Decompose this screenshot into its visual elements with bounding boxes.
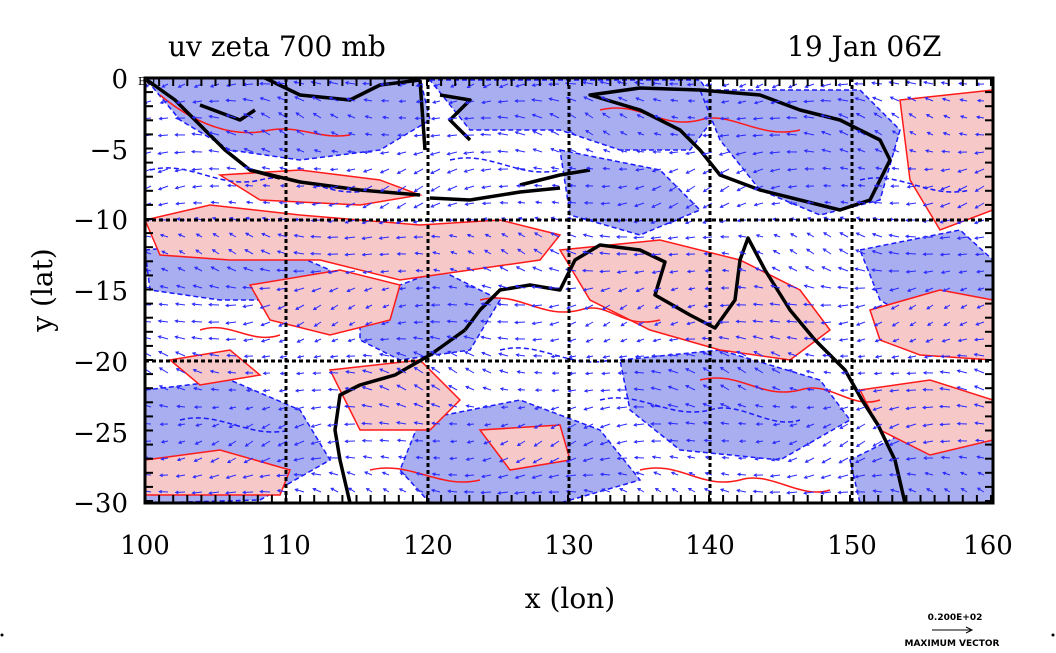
y-tick-0: 0: [111, 65, 128, 95]
y-tick-m20: −20: [73, 348, 128, 378]
wind-vectors: [145, 80, 985, 495]
equator-label: EQ: [138, 75, 155, 88]
y-tick-m30: −30: [73, 489, 128, 519]
x-tick-140: 140: [685, 531, 735, 561]
y-tick-m15: −15: [73, 277, 128, 307]
map-title: uv zeta 700 mb: [168, 30, 386, 63]
y-tick-m5: −5: [90, 136, 128, 166]
y-tick-m25: −25: [73, 419, 128, 449]
y-tick-labels: 0 −5 −10 −15 −20 −25 −30: [73, 65, 128, 519]
corner-mark: [0, 633, 4, 637]
y-tick-m10: −10: [73, 206, 128, 236]
map-timestamp: 19 Jan 06Z: [787, 30, 942, 63]
x-tick-130: 130: [544, 531, 594, 561]
x-tick-120: 120: [403, 531, 453, 561]
minor-ticks: [144, 77, 993, 503]
x-tick-160: 160: [963, 531, 1013, 561]
x-axis-label: x (lon): [525, 582, 615, 615]
negative-contours: [149, 157, 971, 433]
corner-mark: [1051, 633, 1055, 637]
y-axis-label: y (lat): [26, 248, 59, 332]
vector-scale-value: 0.200E+02: [928, 613, 983, 623]
vector-scale-label: MAXIMUM VECTOR: [904, 639, 999, 649]
x-tick-150: 150: [827, 531, 877, 561]
x-tick-110: 110: [261, 531, 311, 561]
vector-scale-arrowhead: [965, 626, 974, 634]
vector-scale-legend: 0.200E+02 MAXIMUM VECTOR: [904, 613, 999, 649]
gridlines: [145, 78, 993, 503]
x-tick-labels: 100 110 120 130 140 150 160: [120, 531, 1013, 561]
x-tick-100: 100: [120, 531, 170, 561]
